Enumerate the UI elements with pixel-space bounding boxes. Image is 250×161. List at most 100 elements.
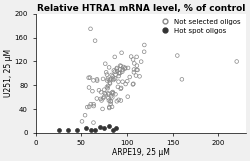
Point [110,75,114,78]
Point [92,121,96,124]
Point [126,95,130,98]
Point [109,103,113,105]
Point [116,99,120,101]
Point [126,67,130,69]
Point [93,128,97,131]
Point [110,105,114,108]
Point [123,67,127,70]
Point [109,78,113,80]
Point [95,78,99,80]
Point [108,100,112,103]
Point [132,68,136,71]
Point [102,127,106,129]
Point [123,66,127,69]
Point [100,108,104,110]
Point [119,87,123,90]
Point [235,60,239,63]
Point [112,79,116,81]
Point [107,107,111,109]
Point [109,100,113,103]
Point [111,128,115,131]
Point [131,58,135,61]
Point [129,55,133,58]
Point [98,126,102,128]
Point [107,93,111,95]
Point [90,90,94,92]
Point [80,120,84,123]
Point [107,106,111,108]
Point [131,83,135,86]
Point [95,79,99,82]
Point [114,74,117,76]
Point [132,71,136,74]
Point [134,69,138,71]
Point [120,52,124,54]
X-axis label: ARPE19, 25 μM: ARPE19, 25 μM [112,148,170,157]
Point [132,62,136,65]
Point [115,70,119,72]
Point [135,56,139,58]
Point [106,97,110,99]
Point [83,114,87,116]
Point [117,72,121,75]
Point [75,128,79,131]
Point [106,87,110,90]
Point [92,105,96,107]
Point [114,127,118,129]
Point [66,128,70,131]
Point [114,93,117,95]
Point [84,127,88,129]
Point [124,83,128,85]
Point [111,91,115,93]
Point [110,91,114,94]
Point [106,92,110,95]
Point [142,44,146,46]
Legend: Not selected oligos, Hot spot oligos: Not selected oligos, Hot spot oligos [157,17,242,35]
Point [93,39,97,42]
Point [108,81,112,84]
Point [95,97,99,100]
Point [87,105,91,108]
Point [99,98,103,100]
Point [116,86,120,88]
Point [105,86,109,88]
Point [175,54,179,57]
Point [104,93,108,96]
Point [180,78,184,81]
Point [122,66,126,68]
Point [108,79,112,82]
Point [101,78,105,80]
Point [108,82,112,85]
Point [136,69,140,71]
Point [135,64,139,67]
Point [115,100,119,103]
Point [119,87,123,89]
Point [120,70,124,73]
Point [118,64,122,67]
Point [107,124,111,127]
Point [105,79,109,82]
Point [128,76,132,78]
Point [142,51,146,53]
Point [139,60,143,63]
Point [92,103,96,105]
Point [97,89,101,91]
Point [121,69,125,71]
Point [107,99,111,102]
Point [88,128,92,131]
Point [119,65,123,67]
Point [111,92,115,94]
Point [56,128,60,131]
Point [107,66,111,69]
Point [88,28,92,30]
Point [109,95,113,98]
Point [115,67,119,69]
Point [110,74,114,76]
Point [104,71,108,74]
Point [88,76,92,79]
Point [114,67,118,70]
Point [102,88,106,91]
Point [106,85,110,87]
Point [117,72,121,74]
Point [103,92,107,94]
